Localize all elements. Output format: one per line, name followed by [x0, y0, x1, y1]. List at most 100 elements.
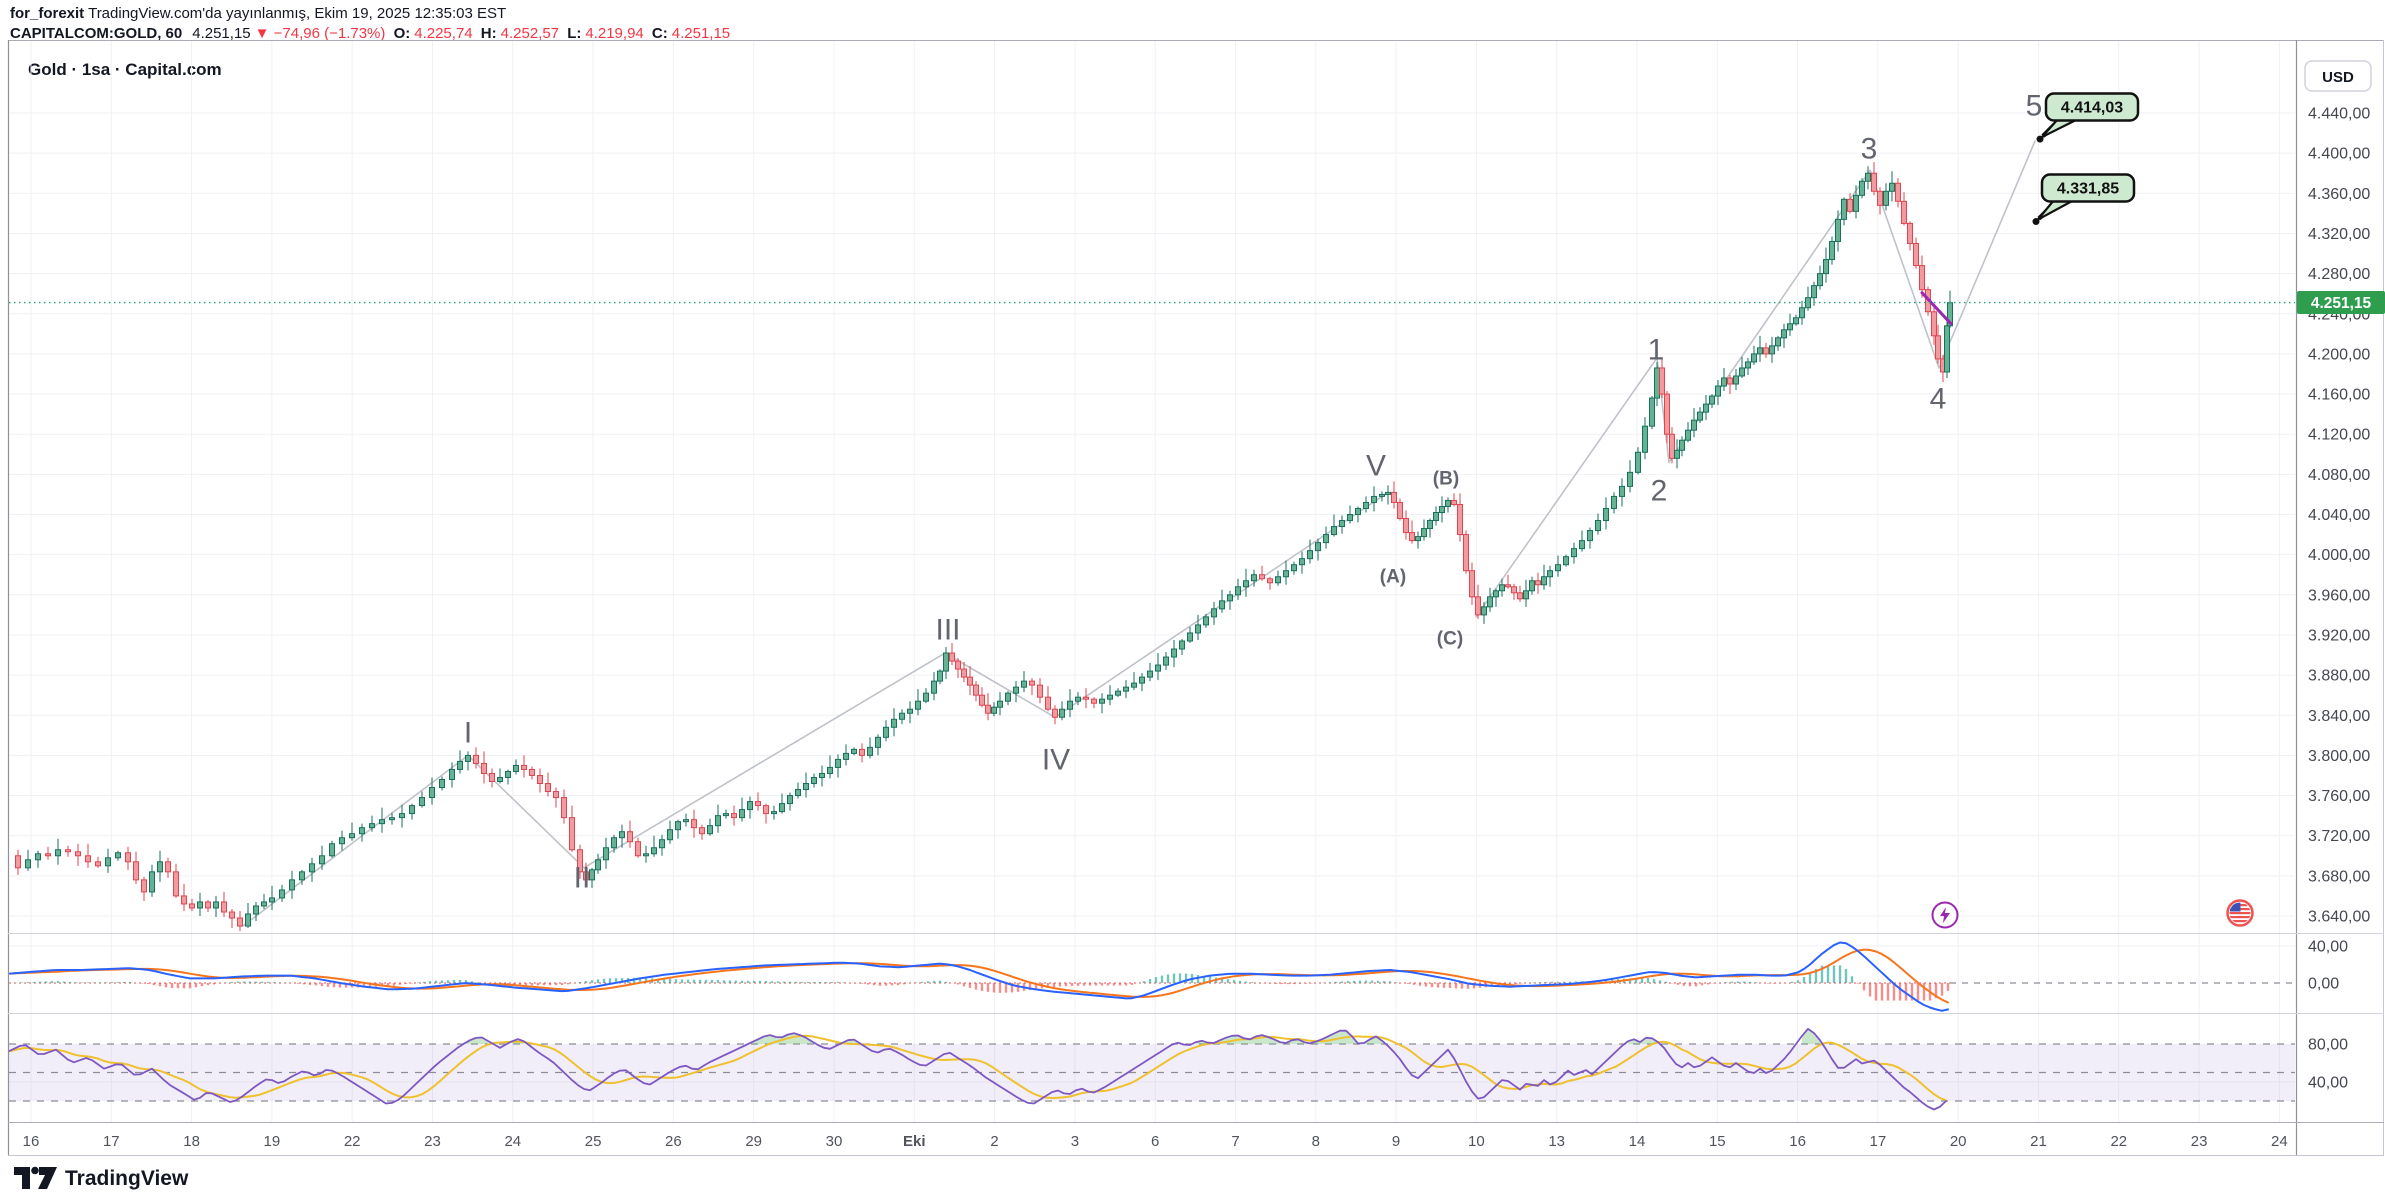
candle-body — [723, 813, 729, 817]
price-axis[interactable] — [2296, 40, 2384, 1122]
oscillator-histogram-bar — [518, 983, 522, 986]
candle-body — [1487, 596, 1493, 608]
candle-body — [1523, 590, 1529, 600]
lightning-icon-bolt — [1940, 907, 1950, 923]
candle-body — [105, 857, 111, 867]
oscillator-histogram-bar — [254, 981, 258, 983]
candle-body — [1045, 696, 1051, 710]
candle-body — [1919, 265, 1925, 291]
oscillator-histogram-bar — [824, 981, 828, 983]
candle-body — [1517, 592, 1523, 600]
candle-body — [1853, 194, 1859, 212]
candle-body — [1895, 182, 1901, 202]
candle-body — [715, 815, 721, 827]
candle-body — [931, 680, 937, 694]
oscillator-histogram-bar — [434, 980, 438, 983]
oscillator-histogram-bar — [1664, 981, 1668, 983]
candle-body — [213, 901, 219, 909]
oscillator-histogram-bar — [608, 978, 612, 983]
time-axis-label: 14 — [1629, 1133, 1646, 1150]
oscillator-histogram-bar — [122, 981, 126, 983]
candle-body — [787, 795, 793, 805]
main-chart-pane[interactable] — [8, 40, 2296, 933]
time-axis[interactable] — [8, 1122, 2384, 1155]
candle-body — [985, 704, 991, 714]
oscillator-histogram-bar — [92, 982, 96, 983]
candle-body — [1499, 584, 1505, 592]
time-axis-label: 8 — [1312, 1133, 1320, 1150]
candle-body — [349, 833, 355, 839]
candle-body — [75, 851, 81, 857]
price-callout[interactable]: 4.414,03 — [2036, 92, 2140, 143]
wave-label-I: I — [464, 717, 472, 750]
oscillator-histogram-bar — [1220, 978, 1224, 983]
price-axis-label: 4.160,00 — [2308, 387, 2370, 404]
oscillator-histogram-bar — [740, 980, 744, 983]
oscillator-histogram-bar — [578, 981, 582, 983]
candle-body — [1091, 698, 1097, 704]
oscillator-histogram-bar — [1088, 983, 1092, 986]
candle-body — [1171, 648, 1177, 658]
price-callout[interactable]: 4.331,85 — [2032, 173, 2136, 226]
oscillator-histogram-bar — [338, 983, 342, 988]
candle-body — [269, 897, 275, 903]
candle-body — [1421, 528, 1427, 538]
oscillator-histogram-bar — [716, 980, 720, 983]
candle-body — [683, 819, 689, 823]
candle-body — [25, 859, 31, 869]
price-axis-label: 3.680,00 — [2308, 868, 2370, 885]
time-axis-label: Eki — [903, 1133, 926, 1150]
callout-anchor-dot — [2032, 218, 2040, 226]
chart-frame — [7, 40, 2384, 1156]
oscillator-histogram-bar — [1892, 983, 1896, 1001]
candle-body — [1203, 616, 1209, 626]
oscillator-histogram-bar — [686, 979, 690, 983]
oscillator-histogram-bar — [1838, 965, 1842, 983]
oscillator-histogram-bar — [812, 981, 816, 983]
candle-body — [1635, 451, 1641, 473]
current-price-badge-label: 4.251,15 — [2311, 295, 2372, 312]
candle-body — [1403, 518, 1409, 534]
oscillator-pane-content — [9, 941, 2295, 1012]
candle-body — [1299, 558, 1305, 566]
oscillator-histogram-bar — [1658, 980, 1662, 983]
flag-stripe — [2229, 920, 2251, 923]
candle-body — [513, 764, 519, 772]
oscillator-histogram-bar — [560, 983, 564, 986]
oscillator-histogram-bar — [926, 981, 930, 983]
candle-body — [1147, 670, 1153, 678]
candle-body — [1859, 180, 1865, 196]
candle-body — [827, 766, 833, 774]
candle-body — [859, 748, 865, 756]
oscillator-histogram-bar — [1148, 979, 1152, 983]
logo-mark-dot — [31, 1166, 39, 1175]
candle-body — [1493, 590, 1499, 598]
time-axis-label: 13 — [1548, 1133, 1565, 1150]
currency-button[interactable]: USD — [2304, 60, 2372, 92]
oscillator-histogram-bar — [1676, 983, 1680, 985]
flag-canton — [2229, 902, 2241, 912]
oscillator-histogram-bar — [1844, 968, 1848, 983]
callout-box — [2044, 92, 2140, 122]
oscillator-histogram-bar — [1778, 983, 1782, 984]
candle-body — [1475, 596, 1481, 616]
tradingview-logo[interactable]: TradingView — [14, 1166, 189, 1190]
us-flag-icon[interactable] — [2226, 899, 2254, 927]
stochastic-pane[interactable] — [8, 1013, 2296, 1122]
open-value: 4.225,74 — [414, 25, 473, 42]
oscillator-histogram-bar — [26, 982, 30, 983]
symbol-ohlc-line: CAPITALCOM:GOLD, 60 4.251,15 ▼ −74,96 (−1.… — [10, 24, 734, 44]
oscillator-histogram-bar — [1166, 974, 1170, 983]
oscillator-pane[interactable] — [8, 933, 2296, 1013]
lightning-icon[interactable] — [1931, 901, 1959, 929]
candle-body — [811, 776, 817, 785]
last-price: 4.251,15 — [192, 25, 251, 42]
candle-body — [149, 871, 155, 893]
oscillator-histogram-bar — [1724, 982, 1728, 983]
candle-body — [221, 901, 227, 913]
oscillator-histogram-bar — [1334, 981, 1338, 983]
oscillator-histogram-bar — [1652, 978, 1656, 983]
candle-body — [1275, 576, 1281, 584]
oscillator-histogram-bar — [1940, 983, 1944, 996]
candle-body — [1611, 495, 1617, 509]
